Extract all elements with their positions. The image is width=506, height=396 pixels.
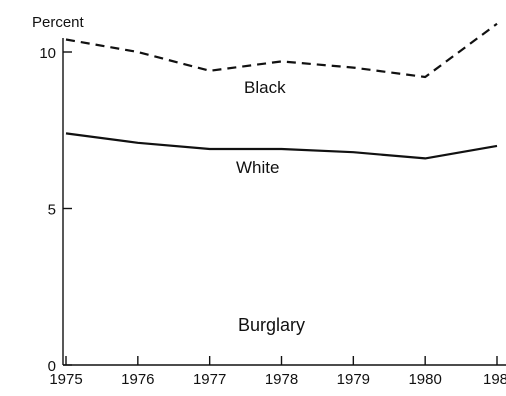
x-tick-label-1975: 1975 <box>49 371 82 388</box>
series-label-white: White <box>236 158 279 177</box>
y-tick-label-0: 0 <box>48 358 56 375</box>
y-axis-ticks: 0 5 10 <box>39 45 72 375</box>
series-line-black <box>65 22 498 79</box>
x-tick-label-1977: 1977 <box>193 371 226 388</box>
x-tick-label-198: 198 <box>483 371 506 388</box>
y-tick-label-10: 10 <box>39 45 56 62</box>
annotation-burglary: Burglary <box>238 315 305 335</box>
series-line-white <box>65 132 498 160</box>
x-tick-label-1980: 1980 <box>408 371 441 388</box>
y-axis-label: Percent <box>32 14 85 31</box>
x-axis-ticks: 1975 1976 1977 1978 1979 1980 198 <box>49 356 506 388</box>
x-tick-label-1979: 1979 <box>337 371 370 388</box>
y-tick-label-5: 5 <box>48 202 56 219</box>
x-tick-label-1976: 1976 <box>121 371 154 388</box>
x-tick-label-1978: 1978 <box>265 371 298 388</box>
series-label-black: Black <box>244 78 286 97</box>
